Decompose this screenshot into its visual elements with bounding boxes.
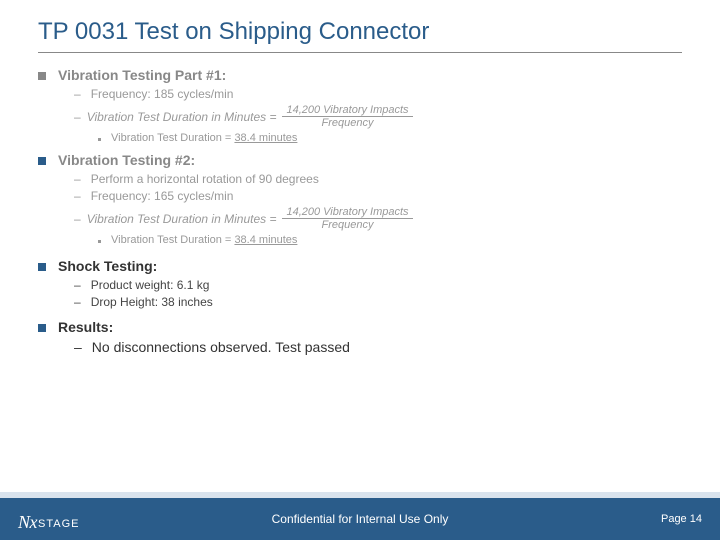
vib1-frequency: Frequency: 185 cycles/min: [91, 87, 234, 101]
page-number: Page 14: [661, 513, 702, 525]
bullet-icon: [38, 263, 46, 271]
dash-icon: –: [74, 172, 81, 186]
title-divider: [38, 52, 682, 53]
section-vibration-2: Vibration Testing #2: – Perform a horizo…: [38, 152, 682, 246]
section-results: Results: – No disconnections observed. T…: [38, 319, 682, 355]
shock-weight: Product weight: 6.1 kg: [91, 278, 210, 292]
vib2-heading: Vibration Testing #2:: [58, 152, 195, 168]
vib1-formula-lhs: Vibration Test Duration in Minutes =: [87, 110, 277, 124]
slide-title: TP 0031 Test on Shipping Connector: [38, 18, 682, 46]
dot-icon: [98, 240, 101, 243]
vib1-heading: Vibration Testing Part #1:: [58, 67, 226, 83]
dash-icon: –: [74, 189, 81, 203]
results-heading: Results:: [58, 319, 113, 335]
dash-icon: –: [74, 339, 82, 355]
slide-footer: NxSTAGE Confidential for Internal Use On…: [0, 498, 720, 540]
shock-heading: Shock Testing:: [58, 258, 157, 274]
vib2-rotation: Perform a horizontal rotation of 90 degr…: [91, 172, 319, 186]
nxstage-logo: NxSTAGE: [18, 512, 79, 533]
vib2-duration: Vibration Test Duration = 38.4 minutes: [111, 234, 297, 246]
vib2-frequency: Frequency: 165 cycles/min: [91, 189, 234, 203]
dash-icon: –: [74, 278, 81, 292]
dash-icon: –: [74, 295, 81, 309]
dash-icon: –: [74, 212, 81, 226]
bullet-icon: [38, 72, 46, 80]
section-shock-testing: Shock Testing: – Product weight: 6.1 kg …: [38, 258, 682, 309]
confidential-label: Confidential for Internal Use Only: [272, 512, 449, 526]
results-text: No disconnections observed. Test passed: [92, 339, 350, 355]
dot-icon: [98, 138, 101, 141]
section-vibration-1: Vibration Testing Part #1: – Frequency: …: [38, 67, 682, 144]
dash-icon: –: [74, 87, 81, 101]
vib2-formula-lhs: Vibration Test Duration in Minutes =: [87, 212, 277, 226]
vib1-duration: Vibration Test Duration = 38.4 minutes: [111, 132, 297, 144]
bullet-icon: [38, 157, 46, 165]
dash-icon: –: [74, 110, 81, 124]
bullet-icon: [38, 324, 46, 332]
shock-drop: Drop Height: 38 inches: [91, 295, 213, 309]
vib2-formula-fraction: 14,200 Vibratory Impacts Frequency: [282, 206, 412, 231]
vib1-formula-fraction: 14,200 Vibratory Impacts Frequency: [282, 104, 412, 129]
